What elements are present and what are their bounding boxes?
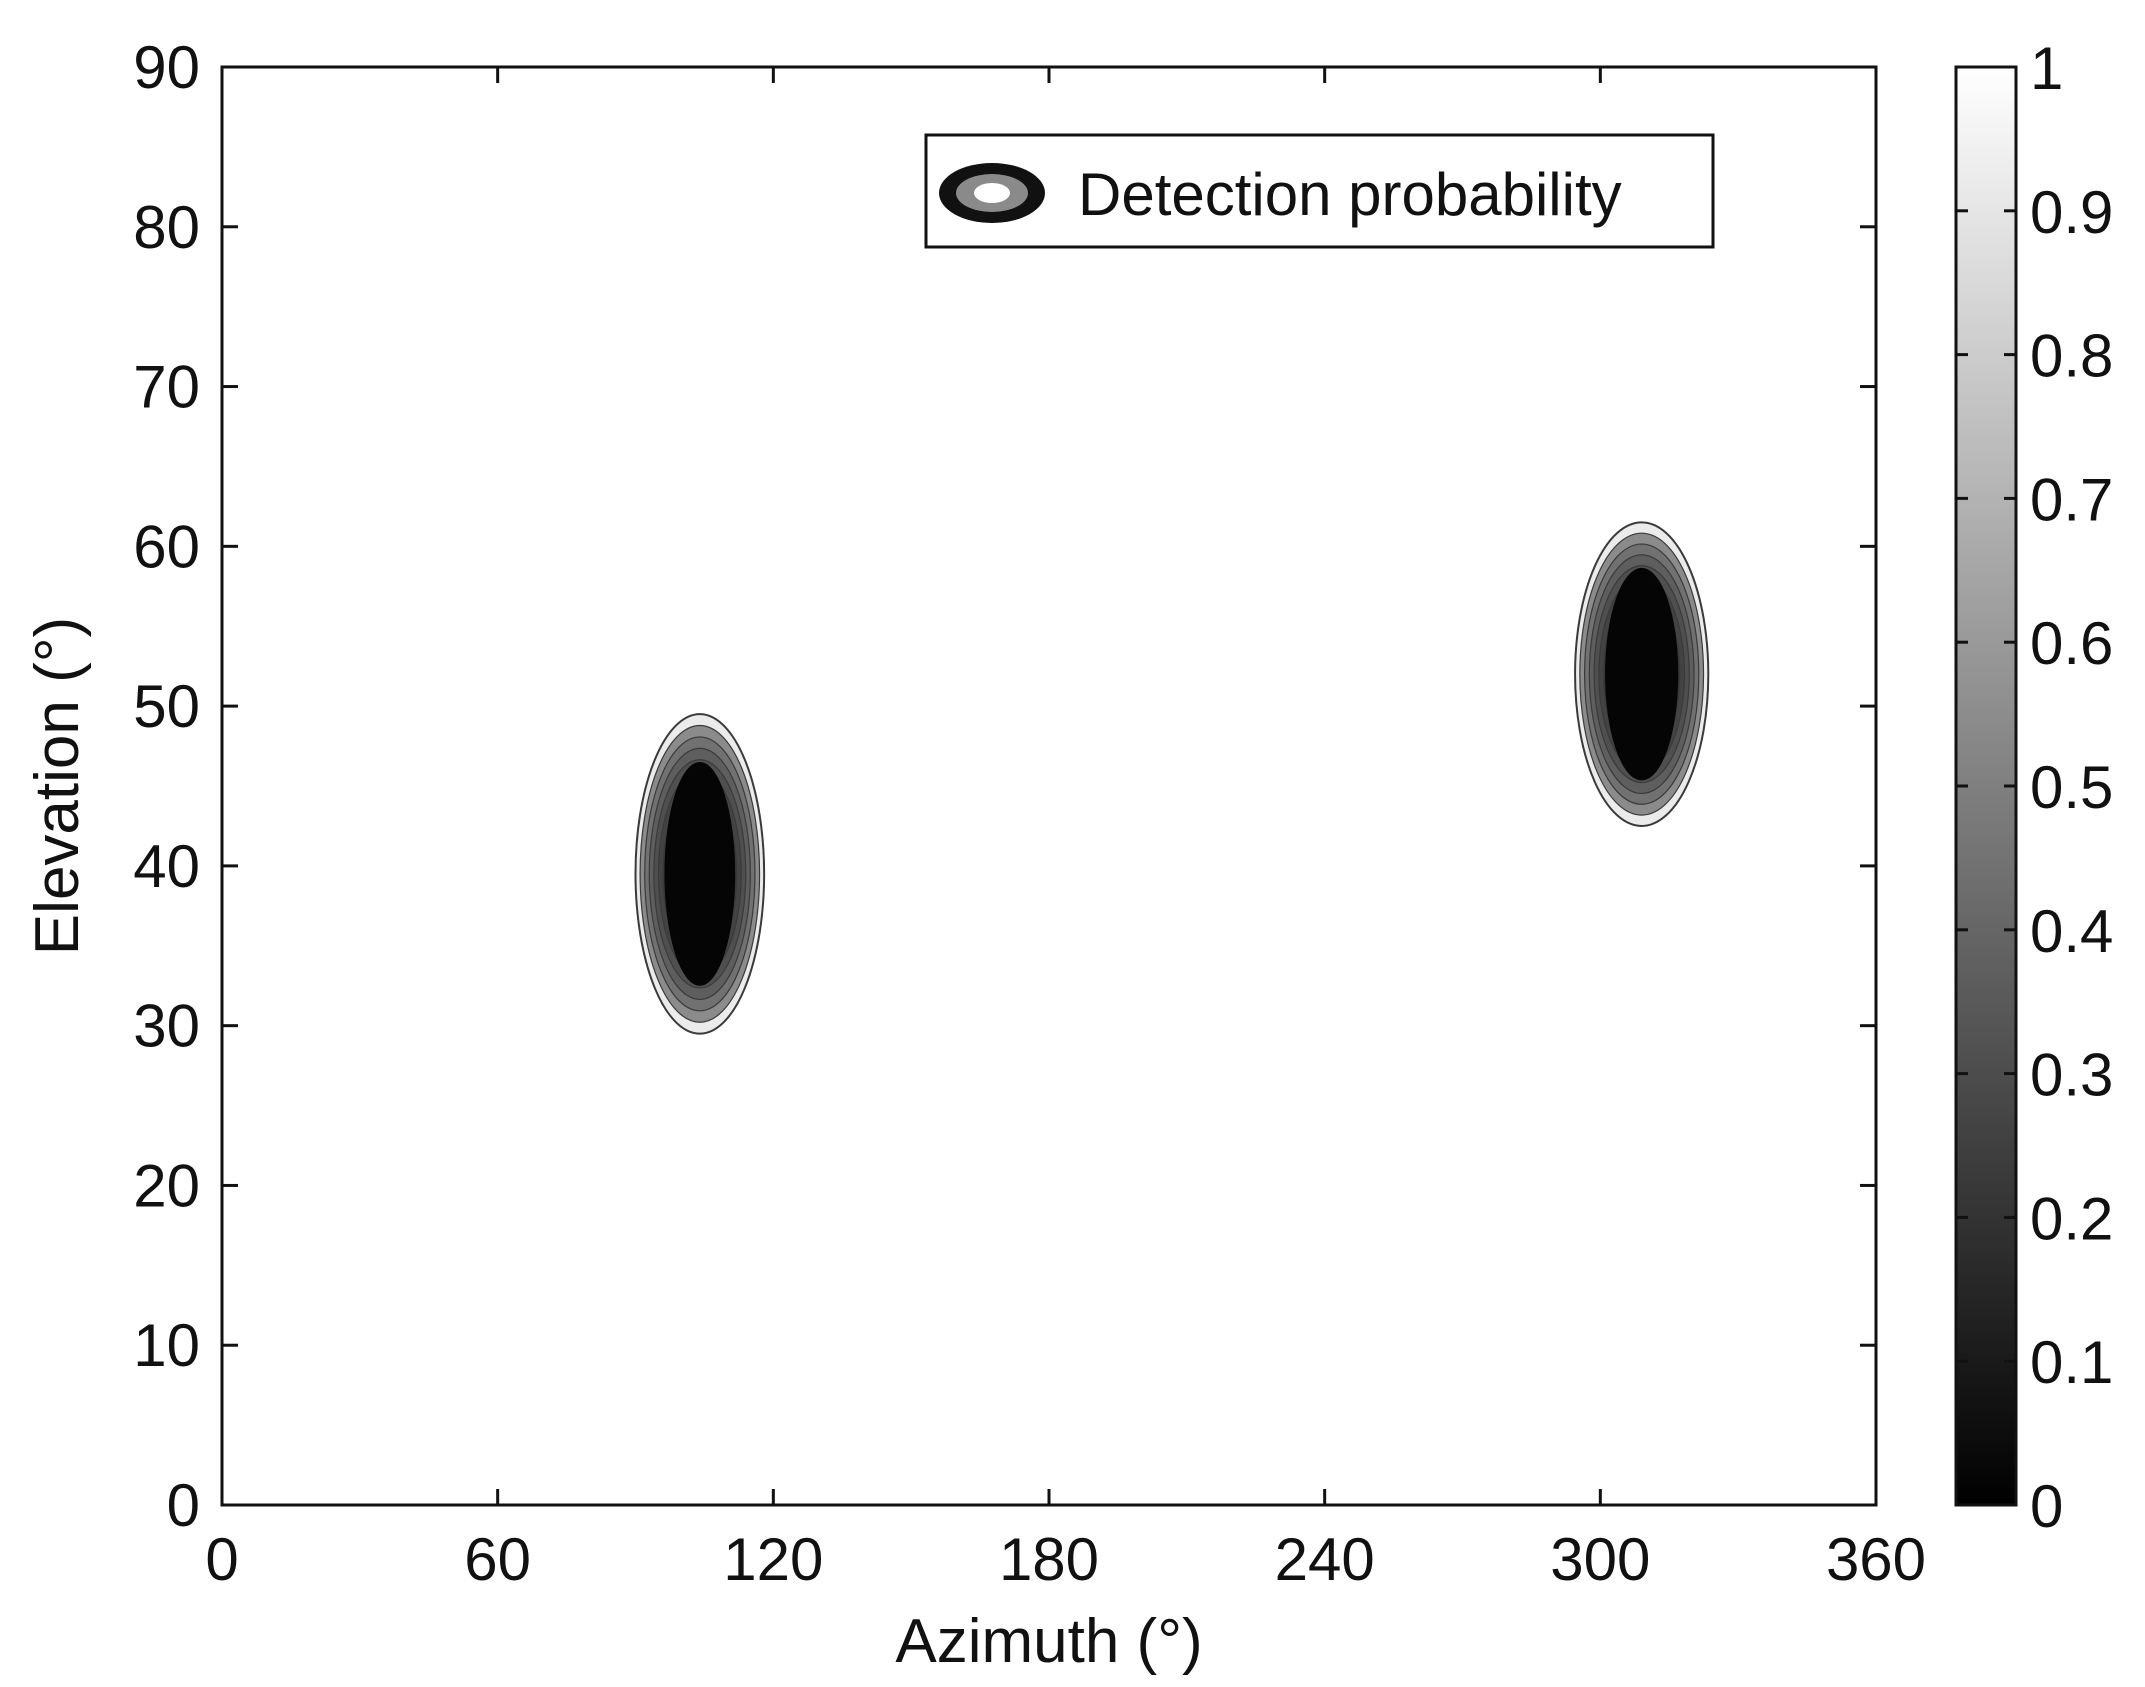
x-tick-label: 180 [999, 1526, 1099, 1593]
legend-box [924, 133, 1715, 249]
colorbar-tick-label: 0.8 [2030, 323, 2113, 390]
y-tick-label: 30 [133, 993, 200, 1060]
contour-regions [634, 521, 1710, 1035]
y-axis-label: Elevation (°) [23, 617, 92, 955]
x-tick-label: 360 [1826, 1526, 1926, 1593]
contour-core [664, 762, 736, 986]
colorbar: 0 0.1 0.2 0.3 0.4 0.5 0.6 0.7 0.8 0.9 1 [1954, 35, 2113, 1540]
x-tick-label: 240 [1275, 1526, 1375, 1593]
x-tick-label: 300 [1550, 1526, 1650, 1593]
colorbar-tick-label: 0.3 [2030, 1042, 2113, 1109]
colorbar-tick-label: 0.4 [2030, 898, 2113, 965]
colorbar-tick-label: 0.7 [2030, 466, 2113, 533]
x-tick-label: 120 [723, 1526, 823, 1593]
x-tick-labels: 0 60 120 180 240 300 360 [205, 1526, 1926, 1593]
colorbar-tick-label: 0.9 [2030, 179, 2113, 246]
colorbar-tick-label: 0.6 [2030, 610, 2113, 677]
x-axis-label: Azimuth (°) [895, 1607, 1202, 1676]
colorbar-tick-label: 1 [2030, 35, 2063, 102]
colorbar-tick-label: 0.1 [2030, 1329, 2113, 1396]
x-tick-label: 0 [205, 1526, 238, 1593]
y-tick-label: 60 [133, 513, 200, 580]
x-tick-label: 60 [464, 1526, 531, 1593]
contour-region [1574, 521, 1710, 827]
plot-frame [220, 65, 1878, 1507]
contour-region [634, 713, 766, 1035]
y-tick-label: 10 [133, 1312, 200, 1379]
y-tick-label: 70 [133, 354, 200, 421]
y-tick-label: 0 [167, 1472, 200, 1539]
y-tick-label: 80 [133, 194, 200, 261]
y-tick-label: 50 [133, 673, 200, 740]
y-tick-label: 40 [133, 833, 200, 900]
y-tick-labels: 0 10 20 30 40 50 60 70 80 90 [133, 34, 200, 1539]
colorbar-ticks: 0 0.1 0.2 0.3 0.4 0.5 0.6 0.7 0.8 0.9 1 [1956, 35, 2113, 1540]
legend-contour-inner-icon [974, 183, 1010, 203]
legend: Detection probability [924, 133, 1715, 249]
colorbar-tick-label: 0.2 [2030, 1185, 2113, 1252]
colorbar-tick-label: 0 [2030, 1473, 2063, 1540]
contour-core [1605, 567, 1679, 781]
colorbar-tick-label: 0.5 [2030, 754, 2113, 821]
y-tick-label: 90 [133, 34, 200, 101]
legend-label: Detection probability [1078, 161, 1622, 228]
y-tick-label: 20 [133, 1152, 200, 1219]
